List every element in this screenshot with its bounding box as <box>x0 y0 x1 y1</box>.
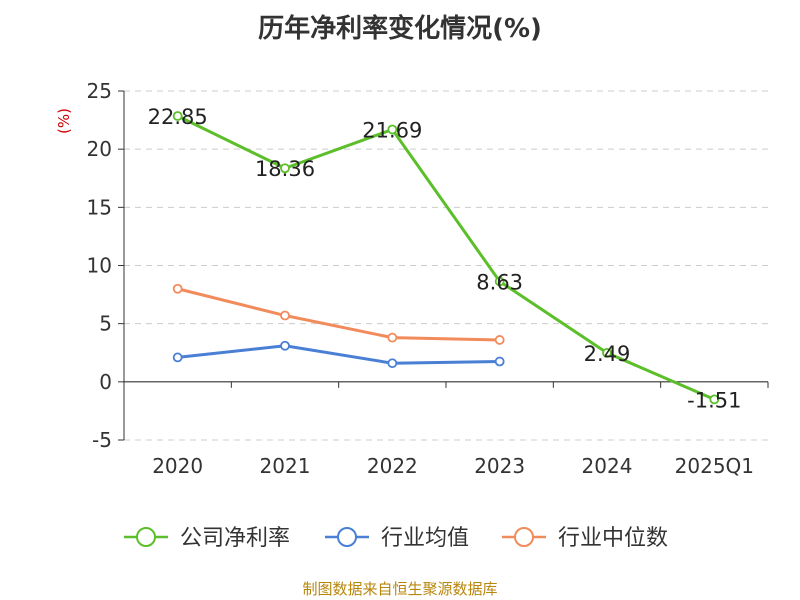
legend-item[interactable]: 公司净利率 <box>124 526 290 551</box>
data-point[interactable] <box>602 347 612 358</box>
legend-item[interactable]: 行业中位数 <box>502 526 668 551</box>
data-point[interactable] <box>280 163 290 174</box>
data-label: 21.69 <box>362 119 422 143</box>
chart-title: 历年净利率变化情况(%) <box>258 14 542 44</box>
x-tick-label: 2020 <box>152 454 203 478</box>
y-tick-label: 20 <box>87 137 112 161</box>
y-tick-label: 0 <box>99 370 112 394</box>
y-tick-label: 10 <box>87 254 112 278</box>
data-source-note: 制图数据来自恒生聚源数据库 <box>302 580 498 598</box>
data-point[interactable] <box>280 340 290 351</box>
data-label-layer: 22.85 18.36 21.69 8.63 2.49 -1.51 <box>148 105 742 412</box>
legend-marker <box>136 527 156 547</box>
legend-marker <box>337 527 357 547</box>
data-label: 18.36 <box>255 157 315 181</box>
y-tick-label: -5 <box>92 428 112 452</box>
data-label: 22.85 <box>148 105 208 129</box>
data-point[interactable] <box>280 310 290 321</box>
series-line <box>177 344 500 365</box>
legend-item[interactable]: 行业均值 <box>325 526 469 551</box>
data-point[interactable] <box>709 394 720 405</box>
x-tick-label: 2025Q1 <box>675 454 754 478</box>
data-point[interactable] <box>172 111 183 121</box>
legend-label: 行业均值 <box>381 526 469 551</box>
legend-marker <box>514 527 534 547</box>
data-point[interactable] <box>387 332 398 343</box>
series-line <box>177 287 500 342</box>
data-point[interactable] <box>494 356 505 367</box>
x-tick-label: 2024 <box>582 454 633 478</box>
legend-label: 行业中位数 <box>558 526 668 551</box>
data-point[interactable] <box>387 358 398 369</box>
series-layer <box>172 111 720 405</box>
series-line <box>177 114 715 401</box>
data-label: -1.51 <box>687 388 741 412</box>
y-tick-label: 15 <box>87 195 112 219</box>
x-tick-label: 2022 <box>367 454 418 478</box>
data-point[interactable] <box>494 276 505 287</box>
data-label: 8.63 <box>476 270 523 294</box>
data-label: 2.49 <box>584 342 631 366</box>
y-tick-label: 25 <box>87 79 112 103</box>
data-point[interactable] <box>172 283 183 294</box>
data-point[interactable] <box>387 124 398 135</box>
axis-layer: 25 20 15 10 5 0 -5 2020 2021 2022 2023 2024 2025Q1 <box>87 79 769 478</box>
legend: 公司净利率 行业均值 行业中位数 <box>124 526 668 551</box>
x-tick-label: 2023 <box>474 454 525 478</box>
x-tick-label: 2021 <box>260 454 311 478</box>
y-tick-label: 5 <box>99 312 112 336</box>
legend-label: 公司净利率 <box>180 526 290 551</box>
data-point[interactable] <box>494 335 505 345</box>
data-point[interactable] <box>172 352 183 363</box>
